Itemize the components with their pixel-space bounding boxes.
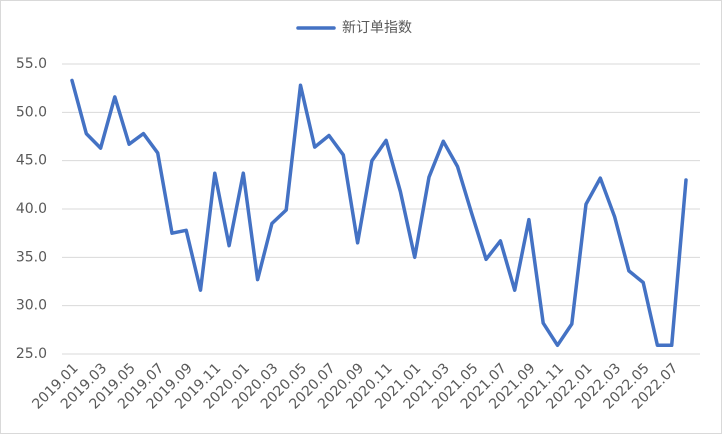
legend-label: 新订单指数 — [342, 20, 412, 36]
y-tick-label: 40.0 — [16, 201, 47, 217]
y-tick-label: 35.0 — [16, 249, 47, 265]
y-tick-label: 55.0 — [16, 56, 47, 72]
y-tick-label: 30.0 — [16, 298, 47, 314]
y-tick-label: 45.0 — [16, 153, 47, 169]
series-line — [70, 78, 688, 348]
y-tick-label: 25.0 — [16, 346, 47, 362]
y-tick-label: 50.0 — [16, 104, 47, 120]
